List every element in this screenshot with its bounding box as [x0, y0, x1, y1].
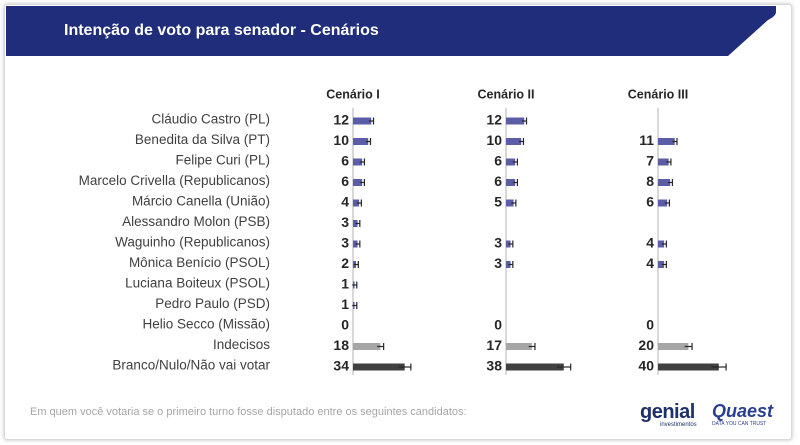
- bar-cenario-iii-marcio-canella-uniao: [658, 199, 668, 207]
- category-label-indecisos: Indecisos: [213, 337, 270, 352]
- bar-cenario-i-branco-nulo-nao-vai-votar: [353, 363, 405, 371]
- genial-logo: genial investimentos: [640, 402, 697, 429]
- series-header-cenario-iii: Cenário III: [628, 87, 688, 101]
- bar-cenario-ii-claudio-castro-pl: [506, 117, 525, 125]
- bar-cenario-i-benedita-da-silva-pt: [353, 138, 369, 145]
- bar-cenario-ii-marcio-canella-uniao: [506, 199, 514, 207]
- chart-title: Intenção de voto para senador - Cenários: [64, 22, 379, 39]
- bar-cenario-ii-branco-nulo-nao-vai-votar: [506, 363, 564, 371]
- bar-cenario-i-felipe-curi-pl: [353, 158, 363, 166]
- bar-cenario-ii-felipe-curi-pl: [506, 158, 516, 166]
- value-label-cenario-i-monica-benicio-psol: 2: [341, 255, 349, 271]
- bar-cenario-ii-benedita-da-silva-pt: [506, 138, 522, 145]
- value-label-cenario-ii-waguinho-republicanos: 3: [494, 235, 502, 251]
- bar-cenario-i-marcelo-crivella-republicanos: [353, 179, 363, 186]
- footnote: Em quem você votaria se o primeiro turno…: [30, 406, 467, 418]
- value-label-cenario-i-pedro-paulo-psd: 1: [341, 296, 349, 312]
- category-label-marcelo-crivella-republicanos: Marcelo Crivella (Republicanos): [79, 173, 270, 188]
- series-header-cenario-i: Cenário I: [326, 87, 380, 101]
- value-label-cenario-ii-marcelo-crivella-republicanos: 6: [494, 173, 502, 189]
- value-label-cenario-ii-branco-nulo-nao-vai-votar: 38: [486, 358, 502, 374]
- bar-cenario-i-marcio-canella-uniao: [353, 199, 360, 207]
- bar-cenario-i-indecisos: [353, 343, 381, 350]
- value-label-cenario-iii-helio-secco-missao: 0: [646, 317, 654, 333]
- value-label-cenario-iii-indecisos: 20: [638, 337, 654, 353]
- category-label-helio-secco-missao: Helio Secco (Missão): [142, 317, 270, 332]
- value-label-cenario-iii-felipe-curi-pl: 7: [646, 153, 654, 169]
- value-label-cenario-ii-helio-secco-missao: 0: [494, 317, 502, 333]
- value-label-cenario-iii-waguinho-republicanos: 4: [646, 235, 654, 251]
- quaest-logo-sub: DATA YOU CAN TRUST: [712, 421, 767, 427]
- bar-cenario-iii-marcelo-crivella-republicanos: [658, 179, 671, 186]
- value-label-cenario-i-marcelo-crivella-republicanos: 6: [341, 173, 349, 189]
- category-label-pedro-paulo-psd: Pedro Paulo (PSD): [155, 296, 270, 311]
- value-label-cenario-iii-branco-nulo-nao-vai-votar: 40: [638, 358, 654, 374]
- category-label-felipe-curi-pl: Felipe Curi (PL): [175, 153, 270, 168]
- value-label-cenario-i-felipe-curi-pl: 6: [341, 153, 349, 169]
- value-label-cenario-i-luciana-boiteux-psol: 1: [341, 276, 349, 292]
- value-label-cenario-i-claudio-castro-pl: 12: [333, 112, 349, 128]
- bar-cenario-ii-marcelo-crivella-republicanos: [506, 179, 516, 186]
- value-label-cenario-iii-marcio-canella-uniao: 6: [646, 194, 654, 210]
- bar-cenario-ii-indecisos: [506, 343, 532, 350]
- category-label-marcio-canella-uniao: Márcio Canella (União): [132, 194, 270, 209]
- value-label-cenario-iii-benedita-da-silva-pt: 11: [639, 132, 654, 148]
- bar-cenario-iii-branco-nulo-nao-vai-votar: [658, 363, 719, 371]
- value-label-cenario-iii-monica-benicio-psol: 4: [646, 255, 654, 271]
- bar-cenario-i-claudio-castro-pl: [353, 117, 372, 125]
- value-label-cenario-i-indecisos: 18: [333, 337, 349, 353]
- category-label-claudio-castro-pl: Cláudio Castro (PL): [151, 112, 270, 127]
- category-label-alessandro-molon-psb: Alessandro Molon (PSB): [122, 214, 270, 229]
- genial-logo-sub: investimentos: [660, 422, 697, 428]
- value-label-cenario-i-waguinho-republicanos: 3: [341, 235, 349, 251]
- quaest-logo-name: Quaest: [712, 401, 774, 421]
- bar-cenario-iii-monica-benicio-psol: [658, 261, 665, 268]
- category-label-branco-nulo-nao-vai-votar: Branco/Nulo/Não vai votar: [112, 358, 270, 373]
- quaest-logo: Quaest DATA YOU CAN TRUST: [712, 402, 773, 428]
- value-label-cenario-i-branco-nulo-nao-vai-votar: 34: [333, 358, 349, 374]
- category-label-waguinho-republicanos: Waguinho (Republicanos): [115, 235, 270, 250]
- value-label-cenario-ii-indecisos: 17: [486, 337, 502, 353]
- value-label-cenario-i-marcio-canella-uniao: 4: [341, 194, 349, 210]
- value-label-cenario-ii-felipe-curi-pl: 6: [494, 153, 502, 169]
- value-label-cenario-ii-claudio-castro-pl: 12: [486, 112, 502, 128]
- category-label-benedita-da-silva-pt: Benedita da Silva (PT): [135, 132, 270, 147]
- genial-logo-name: genial: [640, 401, 695, 423]
- header-band-shape: [6, 6, 776, 56]
- bar-cenario-iii-indecisos: [658, 343, 689, 350]
- value-label-cenario-ii-monica-benicio-psol: 3: [494, 255, 502, 271]
- category-label-luciana-boiteux-psol: Luciana Boiteux (PSOL): [125, 276, 270, 291]
- header-band: [6, 6, 776, 56]
- bar-cenario-iii-waguinho-republicanos: [658, 240, 665, 248]
- category-label-monica-benicio-psol: Mônica Benício (PSOL): [129, 255, 270, 270]
- value-label-cenario-ii-marcio-canella-uniao: 5: [494, 194, 502, 210]
- value-label-cenario-i-benedita-da-silva-pt: 10: [333, 132, 349, 148]
- bar-cenario-iii-benedita-da-silva-pt: [658, 138, 675, 145]
- series-header-cenario-ii: Cenário II: [478, 87, 535, 101]
- value-label-cenario-i-helio-secco-missao: 0: [341, 317, 349, 333]
- value-label-cenario-iii-marcelo-crivella-republicanos: 8: [646, 173, 654, 189]
- value-label-cenario-i-alessandro-molon-psb: 3: [341, 214, 349, 230]
- bar-cenario-iii-felipe-curi-pl: [658, 158, 669, 166]
- value-label-cenario-ii-benedita-da-silva-pt: 10: [486, 132, 502, 148]
